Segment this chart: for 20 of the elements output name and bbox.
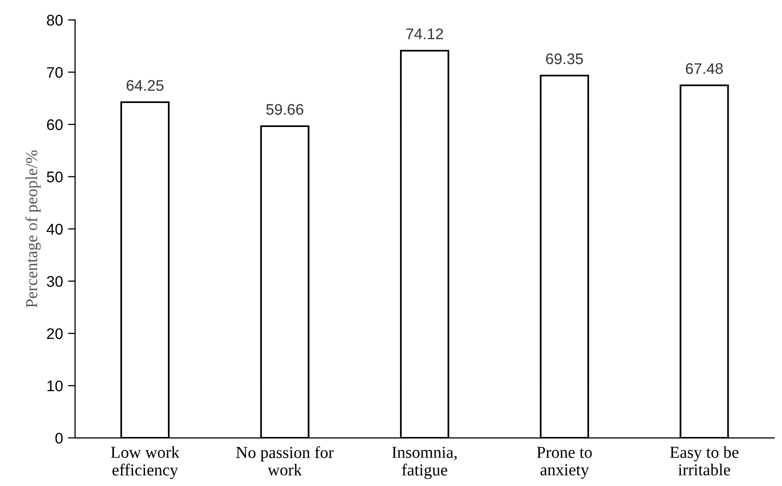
y-tick-label: 80	[46, 14, 63, 26]
y-tick-label: 20	[47, 328, 63, 340]
x-tick-label: No passion for work	[236, 446, 334, 476]
data-label: 64.25	[126, 80, 164, 91]
y-tick-label: 40	[46, 224, 63, 235]
data-label: 69.35	[546, 53, 583, 64]
y-tick-label: 0	[55, 432, 63, 444]
y-tick-label: 10	[47, 380, 63, 392]
y-tick-label: 50	[46, 172, 63, 182]
x-tick-label: Insomnia, fatigue	[392, 446, 457, 480]
x-tick-label: Prone to anxiety	[536, 446, 592, 479]
y-tick-label: 60	[47, 119, 63, 130]
y-axis-title: Percentage of people/%	[25, 150, 41, 308]
y-tick-label: 70	[47, 67, 63, 78]
data-label: 74.12	[406, 28, 443, 40]
x-tick-label: Easy to be irritable	[670, 446, 738, 476]
data-label: 59.66	[266, 104, 304, 115]
x-tick-label: Low work efficiency	[110, 446, 180, 480]
y-tick-label: 30	[46, 276, 63, 287]
data-label: 67.48	[686, 63, 723, 74]
